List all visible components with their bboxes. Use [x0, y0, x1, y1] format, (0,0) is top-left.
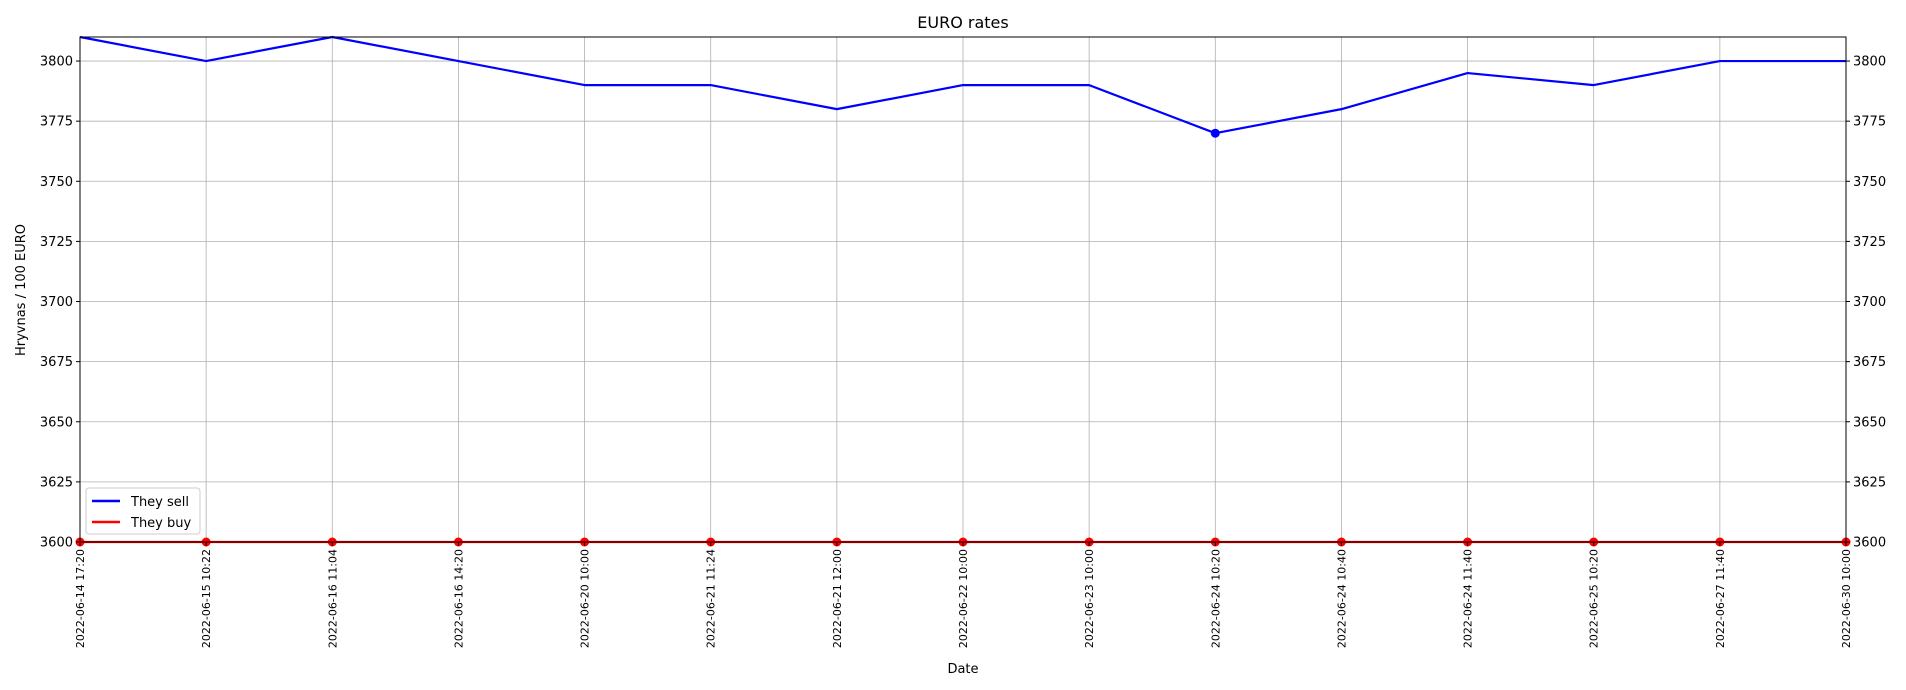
x-tick-label: 2022-06-15 10:22 — [200, 549, 213, 648]
y-tick-label-left: 3700 — [40, 295, 73, 310]
y-tick-label-left: 3625 — [40, 475, 73, 490]
y-tick-label-left: 3600 — [40, 536, 73, 551]
x-axis: 2022-06-14 17:20 2022-06-15 10:22 2022-06-… — [74, 542, 1853, 648]
x-tick-label: 2022-06-30 10:00 — [1840, 549, 1853, 648]
x-tick-label: 2022-06-21 11:24 — [705, 549, 718, 648]
x-tick-label: 2022-06-23 10:00 — [1083, 549, 1096, 648]
y-tick-label-left: 3725 — [40, 235, 73, 250]
x-tick-label: 2022-06-24 10:40 — [1335, 549, 1348, 648]
y-tick-label-right: 3675 — [1853, 355, 1886, 370]
x-tick-label: 2022-06-22 10:00 — [957, 549, 970, 648]
grid — [79, 37, 1847, 543]
x-tick-label: 2022-06-14 17:20 — [74, 549, 87, 648]
y-tick-label-right: 3725 — [1853, 235, 1886, 250]
x-tick-label: 2022-06-16 14:20 — [452, 549, 465, 648]
series-line — [79, 35, 1846, 135]
y-tick-label-right: 3750 — [1853, 175, 1886, 190]
y-axis-right: 3600 3625 3650 3675 3700 3725 3750 3775 3800 — [1846, 55, 1886, 551]
legend-label: They buy — [130, 516, 191, 531]
legend-label: They sell — [130, 495, 189, 510]
y-tick-label-right: 3800 — [1853, 55, 1886, 70]
legend: They sell They buy — [85, 487, 201, 535]
x-tick-label: 2022-06-24 10:20 — [1209, 549, 1222, 648]
x-tick-label: 2022-06-27 11:40 — [1714, 549, 1727, 648]
y-tick-label-right: 3700 — [1853, 295, 1886, 310]
x-tick-label: 2022-06-25 10:20 — [1588, 549, 1601, 648]
y-axis-left: 3600 3625 3650 3675 3700 3725 3750 3775 3800 — [40, 55, 80, 551]
chart-title: EURO rates — [917, 13, 1008, 32]
data-point — [1210, 128, 1220, 138]
y-tick-label-left: 3800 — [40, 55, 73, 70]
series-they-sell — [79, 35, 1846, 138]
y-tick-label-left: 3750 — [40, 175, 73, 190]
y-tick-label-right: 3600 — [1853, 536, 1886, 551]
x-tick-label: 2022-06-21 12:00 — [831, 549, 844, 648]
y-tick-label-right: 3650 — [1853, 415, 1886, 430]
x-tick-label: 2022-06-20 10:00 — [579, 549, 592, 648]
x-axis-label: Date — [947, 662, 978, 677]
x-tick-label: 2022-06-16 11:04 — [326, 549, 339, 648]
y-tick-label-left: 3650 — [40, 415, 73, 430]
y-axis-label: Hryvnas / 100 EURO — [14, 224, 29, 356]
x-tick-label: 2022-06-24 11:40 — [1462, 549, 1475, 648]
y-tick-label-right: 3775 — [1853, 115, 1886, 130]
y-tick-label-left: 3675 — [40, 355, 73, 370]
y-tick-label-right: 3625 — [1853, 475, 1886, 490]
y-tick-label-left: 3775 — [40, 115, 73, 130]
